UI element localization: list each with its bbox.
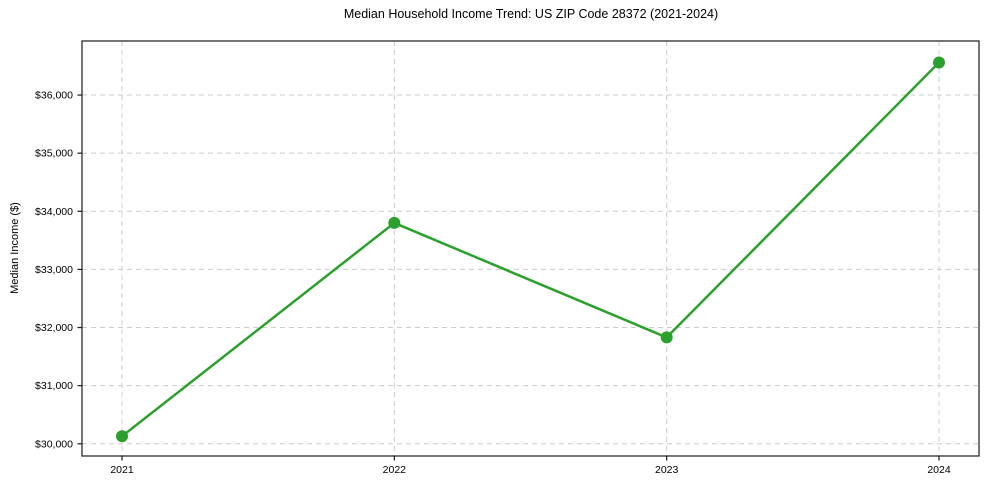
- plot-frame: [81, 40, 980, 457]
- y-tick-label: $34,000: [35, 206, 73, 218]
- x-tick-label: 2021: [110, 464, 134, 476]
- chart-title: Median Household Income Trend: US ZIP Co…: [343, 7, 719, 21]
- trend-line: [120, 61, 941, 438]
- data-point: [116, 430, 128, 443]
- y-tick-label: $31,000: [35, 380, 73, 392]
- y-tick-label: $30,000: [35, 438, 73, 450]
- y-tick-label: $35,000: [35, 148, 73, 160]
- data-point: [660, 331, 673, 344]
- x-tick-label: 2022: [383, 464, 407, 476]
- y-tick-label: $32,000: [35, 322, 73, 334]
- data-point: [388, 216, 401, 229]
- y-tick-label: $36,000: [35, 90, 73, 102]
- data-point: [933, 56, 945, 69]
- y-tick-label: $33,000: [35, 264, 73, 276]
- x-tick-label: 2023: [655, 464, 679, 476]
- x-tick-label: 2024: [927, 464, 951, 476]
